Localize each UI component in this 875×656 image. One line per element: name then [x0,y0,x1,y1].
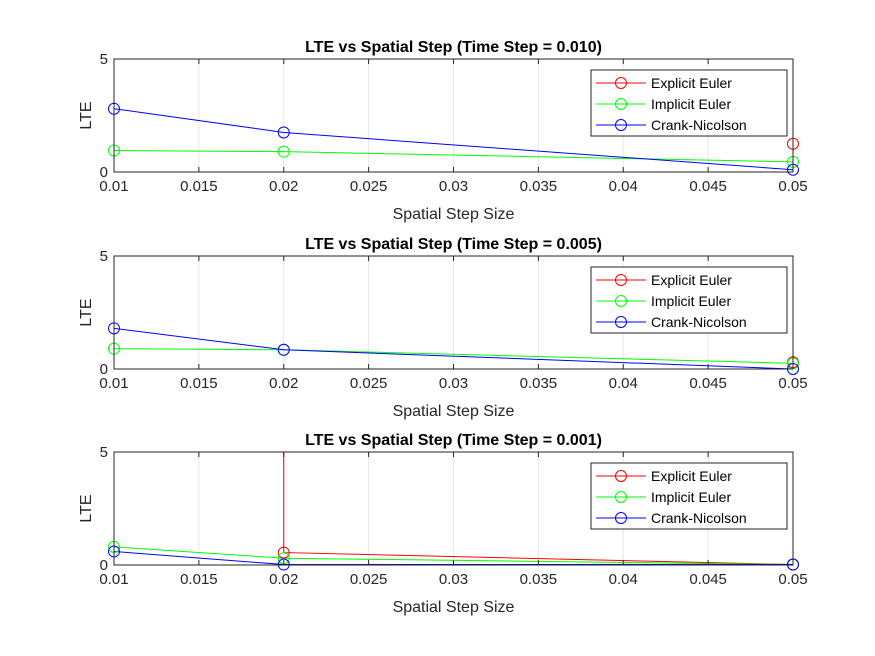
legend-swatch-marker-crank-nicolson [615,119,627,131]
subplot-2: 0.01 0.015 0.02 0.025 0.03 0.035 0.04 0.045 0.05… [78,236,808,420]
legend-label-crank-nicolson: Crank-Nicolson [651,510,747,526]
data-point-crank-nicolson [277,126,290,139]
y-axis-label: LTE [78,101,95,129]
x-tick-label: 0.04 [609,571,638,588]
y-tick-label: 0 [100,164,108,181]
legend-swatch-marker-crank-nicolson [615,512,627,524]
y-tick-label: 5 [100,444,108,461]
x-tick-label: 0.02 [269,178,298,195]
x-axis-label: Spatial Step Size [393,206,515,223]
x-tick-label: 0.045 [689,178,727,195]
x-tick-label: 0.035 [520,571,558,588]
x-tick-label: 0.03 [439,375,468,392]
x-tick-label: 0.025 [350,571,388,588]
data-layer [114,59,793,171]
data-point-explicit-euler [277,546,290,559]
x-tick-label: 0.025 [350,178,388,195]
x-tick-label: 0.05 [778,571,807,588]
x-tick-label: 0.01 [99,375,128,392]
legend-swatch-marker-explicit-euler [615,77,627,89]
legend-swatch-marker-implicit-euler [615,295,627,307]
x-tick-label: 0.05 [778,375,807,392]
chart-title: LTE vs Spatial Step (Time Step = 0.005) [305,236,602,253]
legend-swatch-marker-implicit-euler [615,491,627,503]
x-tick-label: 0.04 [609,375,638,392]
series-line-crank-nicolson [114,108,793,171]
x-axis-label: Spatial Step Size [393,403,515,420]
x-tick-label: 0.045 [689,375,727,392]
x-tick-label: 0.01 [99,571,128,588]
subplot-1: 0.01 0.015 0.02 0.025 0.03 0.035 0.04 0.045 0.05… [78,39,808,223]
legend-label-implicit-euler: Implicit Euler [651,489,731,505]
legend-swatch-marker-implicit-euler [615,98,627,110]
legend-label-explicit-euler: Explicit Euler [651,75,732,91]
data-point-crank-nicolson [277,343,290,356]
x-axis-label: Spatial Step Size [393,599,515,616]
x-tick-label: 0.04 [609,178,638,195]
x-tick-label: 0.02 [269,375,298,392]
y-tick-label: 5 [100,248,108,265]
legend: Explicit Euler Implicit Euler Crank-Nicols… [590,462,788,530]
legend-label-explicit-euler: Explicit Euler [651,272,732,288]
legend-label-explicit-euler: Explicit Euler [651,468,732,484]
x-tick-label: 0.05 [778,178,807,195]
y-axis-label: LTE [78,494,95,522]
legend: Explicit Euler Implicit Euler Crank-Nicols… [590,69,788,137]
x-tick-label: 0.045 [689,571,727,588]
x-tick-label: 0.03 [439,571,468,588]
x-tick-label: 0.035 [520,375,558,392]
y-axis-label: LTE [78,298,95,326]
legend-swatch-marker-explicit-euler [615,274,627,286]
x-tick-label: 0.015 [180,375,218,392]
y-tick-label: 0 [100,361,108,378]
legend-label-crank-nicolson: Crank-Nicolson [651,117,747,133]
data-point-implicit-euler [277,145,290,158]
legend-label-implicit-euler: Implicit Euler [651,96,731,112]
x-tick-label: 0.035 [520,178,558,195]
x-tick-label: 0.02 [269,571,298,588]
legend-swatch-marker-crank-nicolson [615,316,627,328]
subplot-3: 0.01 0.015 0.02 0.025 0.03 0.035 0.04 0.045 0.05… [78,432,808,616]
x-tick-label: 0.015 [180,571,218,588]
x-tick-label: 0.01 [99,178,128,195]
data-layer [114,256,793,369]
legend-label-implicit-euler: Implicit Euler [651,293,731,309]
chart-title: LTE vs Spatial Step (Time Step = 0.001) [305,432,602,449]
x-tick-label: 0.025 [350,375,388,392]
legend-swatch-marker-explicit-euler [615,470,627,482]
chart-title: LTE vs Spatial Step (Time Step = 0.010) [305,39,602,56]
y-tick-label: 0 [100,557,108,574]
y-tick-label: 5 [100,51,108,68]
series-line-implicit-euler [114,150,793,163]
series-line-crank-nicolson [114,327,793,369]
x-tick-label: 0.015 [180,178,218,195]
x-tick-label: 0.03 [439,178,468,195]
legend: Explicit Euler Implicit Euler Crank-Nicols… [590,266,788,334]
legend-label-crank-nicolson: Crank-Nicolson [651,314,747,330]
